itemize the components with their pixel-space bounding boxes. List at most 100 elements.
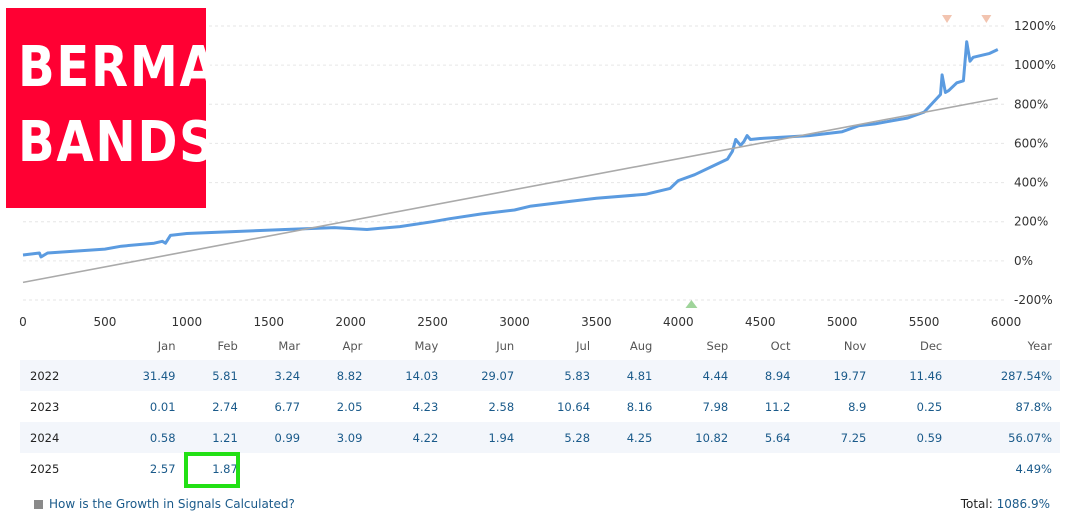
month-value-cell: 31.49 xyxy=(107,360,184,391)
month-value-cell: 0.58 xyxy=(107,422,184,453)
top-marker xyxy=(981,15,992,23)
month-value-cell xyxy=(598,453,660,484)
highlight-box xyxy=(184,452,240,488)
month-value-cell xyxy=(660,453,736,484)
growth-line xyxy=(22,40,999,259)
header-nov: Nov xyxy=(843,339,867,353)
month-value-cell: 5.81 xyxy=(183,360,246,391)
month-value-cell: 8.94 xyxy=(736,360,799,391)
total-growth: Total: 1086.9% xyxy=(961,497,1050,511)
y-tick-label: 1000% xyxy=(1014,58,1056,72)
month-value-cell: 7.25 xyxy=(798,422,875,453)
month-value-cell: 0.59 xyxy=(874,422,951,453)
row-year: 2022 xyxy=(20,360,108,391)
month-value-cell: 4.44 xyxy=(660,360,737,391)
x-tick-label: 3000 xyxy=(499,315,530,329)
month-value-cell: 5.64 xyxy=(736,422,799,453)
logo-line-1: BERMA xyxy=(18,35,219,100)
year-total-cell: 56.07% xyxy=(950,422,1060,453)
year-total-cell: 87.8% xyxy=(1015,399,1052,414)
trend-line xyxy=(22,97,998,284)
month-value-cell: 1.87 xyxy=(212,461,238,476)
month-value-cell: 2.57 xyxy=(149,461,176,476)
total-label: Total: xyxy=(960,497,993,511)
x-tick-label: 0 xyxy=(19,315,27,329)
total-value: 1086.9% xyxy=(996,497,1050,511)
row-year: 2025 xyxy=(30,461,60,476)
month-value-cell: 8.82 xyxy=(308,360,371,391)
month-value-cell xyxy=(370,453,446,484)
header-sep: Sep xyxy=(706,339,729,353)
month-value-cell xyxy=(246,453,308,484)
header-year: Year xyxy=(1027,339,1052,353)
x-tick-label: 6000 xyxy=(991,315,1022,329)
header-jun: Jun xyxy=(496,339,515,353)
x-tick-label: 2500 xyxy=(417,315,448,329)
header-aug: Aug xyxy=(629,339,653,353)
header-oct: Oct xyxy=(770,339,791,353)
month-value-cell: 1.21 xyxy=(183,422,246,453)
month-value-cell: 29.07 xyxy=(446,360,523,391)
growth-info-link[interactable]: How is the Growth in Signals Calculated? xyxy=(34,497,295,511)
y-tick-label: -200% xyxy=(1014,293,1053,307)
y-tick-label: 0% xyxy=(1014,254,1033,268)
month-value-cell: 19.77 xyxy=(798,360,875,391)
month-value-cell: 5.28 xyxy=(522,422,599,453)
table-row: 2023 0.01 2.74 6.77 2.05 4.23 2.58 10.64 8.16 7.9… xyxy=(20,391,1060,422)
logo-line-2: BANDS xyxy=(18,110,216,175)
month-value-cell: 1.94 xyxy=(446,422,523,453)
table-row: 2022 31.49 5.81 3.24 8.82 14.03 29.07 5.83 4.81 4… xyxy=(20,360,1060,391)
month-value-cell xyxy=(736,453,798,484)
month-value-cell: 11.2 xyxy=(764,399,791,414)
header-jul: Jul xyxy=(576,339,591,353)
y-tick-label: 400% xyxy=(1014,176,1048,190)
month-value-cell xyxy=(522,453,598,484)
month-value-cell: 8.9 xyxy=(848,399,867,414)
month-value-cell: 4.23 xyxy=(412,399,439,414)
header-may: May xyxy=(414,339,439,353)
x-tick-label: 5000 xyxy=(827,315,858,329)
month-value-cell: 11.46 xyxy=(874,360,951,391)
month-value-cell: 4.25 xyxy=(598,422,661,453)
header-apr: Apr xyxy=(342,339,363,353)
month-value-cell: 10.64 xyxy=(557,399,591,414)
row-year: 2023 xyxy=(30,399,60,414)
x-tick-label: 3500 xyxy=(581,315,612,329)
month-value-cell: 0.25 xyxy=(916,399,943,414)
month-value-cell: 3.24 xyxy=(245,360,309,391)
y-tick-label: 600% xyxy=(1014,136,1048,150)
month-value-cell xyxy=(799,453,875,484)
y-tick-label: 1200% xyxy=(1014,19,1056,33)
header-mar: Mar xyxy=(278,339,301,353)
row-year: 2024 xyxy=(20,422,108,453)
header-dec: Dec xyxy=(919,339,943,353)
header-jan: Jan xyxy=(157,339,176,353)
x-tick-label: 500 xyxy=(93,315,116,329)
help-icon xyxy=(34,500,43,509)
month-value-cell: 7.98 xyxy=(702,399,729,414)
month-value-cell xyxy=(308,453,370,484)
x-tick-label: 4500 xyxy=(745,315,776,329)
month-value-cell: 3.09 xyxy=(308,422,371,453)
month-value-cell: 10.82 xyxy=(660,422,737,453)
y-tick-label: 800% xyxy=(1014,97,1048,111)
year-total-cell: 287.54% xyxy=(950,360,1060,391)
month-value-cell: 0.01 xyxy=(149,399,176,414)
month-value-cell: 14.03 xyxy=(370,360,447,391)
month-value-cell: 0.99 xyxy=(245,422,309,453)
x-tick-label: 1500 xyxy=(253,315,284,329)
monthly-returns-table: Jan Feb Mar Apr May Jun Jul Aug Sep Oct … xyxy=(20,332,1060,484)
month-value-cell: 2.74 xyxy=(212,399,238,414)
month-value-cell xyxy=(446,453,522,484)
growth-info-link-text[interactable]: How is the Growth in Signals Calculated? xyxy=(49,497,295,511)
header-blank xyxy=(20,332,108,360)
bottom-marker xyxy=(685,300,698,308)
x-tick-label: 5500 xyxy=(909,315,940,329)
table-row: 2024 0.58 1.21 0.99 3.09 4.22 1.94 5.28 4.25 10.8… xyxy=(20,422,1060,453)
y-tick-label: 200% xyxy=(1014,215,1048,229)
month-value-cell: 5.83 xyxy=(522,360,599,391)
x-tick-label: 4000 xyxy=(663,315,694,329)
month-value-cell xyxy=(874,453,950,484)
month-value-cell: 2.58 xyxy=(488,399,515,414)
month-value-cell: 6.77 xyxy=(274,399,301,414)
